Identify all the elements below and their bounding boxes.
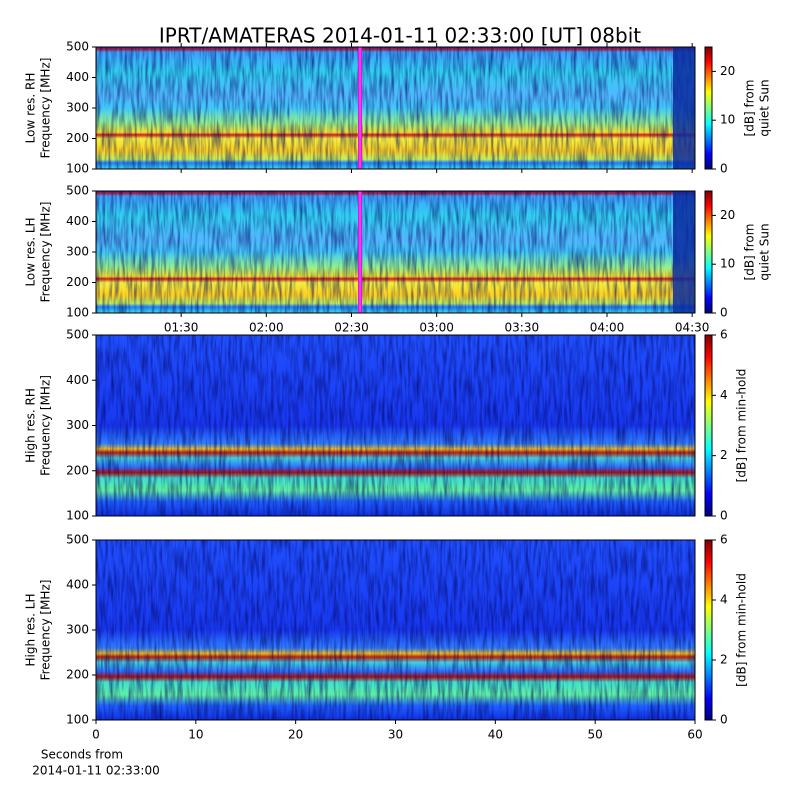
x-tick-label: 20 bbox=[288, 728, 303, 742]
x-tick-label: 50 bbox=[588, 728, 603, 742]
colorbar-label: [dB] from bbox=[743, 80, 757, 137]
spectrogram-texture bbox=[96, 335, 695, 516]
colorbar-tick-label: 2 bbox=[720, 653, 728, 667]
colorbar bbox=[704, 190, 713, 314]
y-tick-label: 100 bbox=[66, 509, 89, 523]
y-tick-label: 300 bbox=[66, 623, 89, 637]
colorbar-tick-label: 2 bbox=[720, 448, 728, 462]
y-axis-label: High res. RH bbox=[24, 388, 38, 463]
y-tick-label: 500 bbox=[66, 533, 89, 547]
y-tick-label: 500 bbox=[66, 184, 89, 198]
y-axis-label: Frequency [MHz] bbox=[39, 202, 53, 303]
x-axis-label: Seconds from bbox=[41, 748, 123, 762]
y-tick-label: 400 bbox=[66, 214, 89, 228]
x-tick-label: 01:30 bbox=[164, 321, 199, 335]
y-tick-label: 400 bbox=[66, 578, 89, 592]
y-tick-label: 100 bbox=[66, 306, 89, 320]
y-axis-label: Frequency [MHz] bbox=[39, 375, 53, 476]
y-tick-label: 500 bbox=[66, 40, 89, 54]
colorbar-tick-label: 0 bbox=[720, 509, 728, 523]
y-tick-label: 400 bbox=[66, 373, 89, 387]
x-tick-label: 02:00 bbox=[249, 321, 284, 335]
x-tick-label: 10 bbox=[188, 728, 203, 742]
x-tick-label: 04:00 bbox=[590, 321, 625, 335]
x-tick-label: 02:30 bbox=[334, 321, 369, 335]
x-axis-label: 2014-01-11 02:33:00 bbox=[32, 764, 159, 778]
chart-title: IPRT/AMATERAS 2014-01-11 02:33:00 [UT] 0… bbox=[159, 24, 641, 48]
y-tick-label: 400 bbox=[66, 70, 89, 84]
y-axis-label: Frequency [MHz] bbox=[39, 58, 53, 159]
x-tick-label: 04:30 bbox=[675, 321, 710, 335]
y-axis-label: Low res. RH bbox=[24, 73, 38, 144]
colorbar-tick-label: 4 bbox=[720, 593, 728, 607]
colorbar-tick-label: 10 bbox=[720, 113, 735, 127]
colorbar-tick-label: 20 bbox=[720, 64, 735, 78]
colorbar-tick-label: 6 bbox=[720, 328, 728, 342]
colorbar-label: quiet Sun bbox=[758, 79, 772, 136]
y-axis-label: Frequency [MHz] bbox=[39, 580, 53, 681]
x-tick-label: 0 bbox=[92, 728, 100, 742]
colorbar-label: [dB] from min-hold bbox=[735, 573, 749, 687]
colorbar-tick-label: 4 bbox=[720, 388, 728, 402]
y-tick-label: 300 bbox=[66, 245, 89, 259]
colorbar-label: [dB] from bbox=[743, 224, 757, 281]
data-gap bbox=[673, 47, 695, 169]
y-tick-label: 100 bbox=[66, 162, 89, 176]
x-tick-label: 60 bbox=[687, 728, 702, 742]
colorbar-label: quiet Sun bbox=[758, 223, 772, 280]
x-tick-label: 30 bbox=[388, 728, 403, 742]
y-tick-label: 200 bbox=[66, 668, 89, 682]
y-tick-label: 300 bbox=[66, 101, 89, 115]
spectrogram-texture bbox=[96, 47, 695, 169]
spectrogram-texture bbox=[96, 540, 695, 720]
y-tick-label: 300 bbox=[66, 418, 89, 432]
colorbar-tick-label: 20 bbox=[720, 208, 735, 222]
colorbar-tick-label: 0 bbox=[720, 162, 728, 176]
colorbar-tick-label: 10 bbox=[720, 257, 735, 271]
y-tick-label: 200 bbox=[66, 463, 89, 477]
colorbar bbox=[704, 46, 713, 170]
x-tick-label: 03:00 bbox=[419, 321, 454, 335]
colorbar bbox=[704, 539, 713, 721]
data-gap bbox=[673, 191, 695, 313]
x-tick-label: 40 bbox=[488, 728, 503, 742]
colorbar-tick-label: 0 bbox=[720, 713, 728, 727]
spectrogram-texture bbox=[96, 191, 695, 313]
y-tick-label: 500 bbox=[66, 328, 89, 342]
colorbar-tick-label: 6 bbox=[720, 533, 728, 547]
x-tick-label: 03:30 bbox=[505, 321, 540, 335]
colorbar-label: [dB] from min-hold bbox=[735, 369, 749, 483]
y-tick-label: 100 bbox=[66, 713, 89, 727]
colorbar bbox=[704, 334, 713, 517]
y-axis-label: High res. LH bbox=[24, 593, 38, 666]
y-tick-label: 200 bbox=[66, 275, 89, 289]
y-tick-label: 200 bbox=[66, 131, 89, 145]
colorbar-tick-label: 0 bbox=[720, 306, 728, 320]
y-axis-label: Low res. LH bbox=[24, 217, 38, 286]
